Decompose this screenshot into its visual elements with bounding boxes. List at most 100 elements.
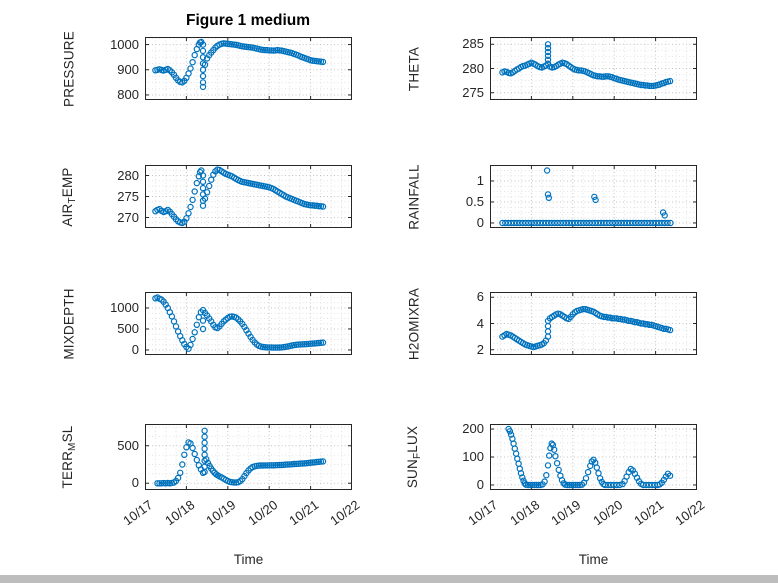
data-point (203, 456, 210, 463)
data-point (307, 202, 314, 209)
data-point (177, 469, 184, 477)
data-point (519, 219, 526, 227)
y-tick-label: 0 (476, 476, 484, 492)
data-point (664, 219, 671, 227)
data-point (583, 219, 590, 227)
data-point (301, 460, 308, 467)
ylabel-h2omixra: H2OMIXRA (407, 287, 422, 359)
data-point (568, 481, 575, 489)
data-point (524, 481, 532, 489)
data-point (189, 196, 196, 204)
axes-frame (145, 37, 352, 100)
y-tick-label: 800 (117, 86, 139, 102)
ylabel-rainfall: RAINFALL (407, 164, 422, 229)
data-point (544, 52, 552, 60)
data-point (544, 322, 552, 330)
data-point (525, 219, 532, 227)
data-point (311, 202, 318, 209)
data-point (201, 61, 209, 68)
data-point (602, 73, 610, 80)
data-point (268, 344, 275, 351)
y-tick-label: 0 (131, 341, 139, 357)
data-point (591, 219, 599, 227)
data-point (596, 475, 604, 482)
data-point (521, 480, 529, 487)
data-point (193, 321, 201, 328)
data-point (666, 472, 674, 479)
data-point (230, 479, 238, 486)
data-point (201, 468, 208, 476)
data-point (543, 472, 550, 479)
data-point (191, 51, 198, 59)
data-point (632, 219, 639, 227)
x-tick-label: 10/19 (548, 497, 584, 529)
data-point (566, 481, 573, 489)
data-point (572, 481, 579, 489)
data-point (265, 344, 273, 351)
data-point (541, 478, 548, 485)
data-point (544, 48, 552, 56)
data-point (544, 41, 552, 48)
data-point (315, 203, 323, 210)
data-point (199, 66, 207, 73)
data-point (522, 219, 529, 227)
data-point (276, 344, 283, 351)
x-tick-label: 10/18 (162, 497, 198, 529)
axes-frame (490, 165, 697, 228)
data-point (199, 72, 207, 80)
data-point (554, 219, 561, 227)
data-point (568, 219, 576, 227)
data-point (274, 461, 281, 469)
plot-area-mixdepth (145, 292, 352, 355)
data-point (548, 219, 555, 227)
data-point (593, 464, 601, 471)
data-point (539, 219, 547, 227)
data-point (666, 77, 674, 85)
figure-title: Figure 1 medium (185, 12, 311, 29)
data-point (268, 462, 275, 469)
data-point (604, 481, 612, 489)
data-point (582, 475, 590, 482)
data-point (510, 219, 518, 227)
data-point (201, 427, 208, 435)
ylabel-text: F (412, 452, 423, 460)
y-tick-label: 6 (476, 289, 484, 305)
data-point (625, 317, 632, 325)
data-point (193, 179, 201, 187)
data-point (272, 344, 279, 351)
y-tick-label: 280 (117, 167, 139, 183)
y-tick-label: 500 (117, 320, 139, 336)
data-point (516, 219, 523, 227)
data-point (191, 188, 198, 195)
data-point (598, 73, 606, 80)
data-point (193, 456, 201, 464)
data-point (591, 193, 598, 201)
data-point (265, 462, 273, 469)
data-point (544, 191, 552, 198)
plot-area-theta (490, 37, 697, 100)
data-point (514, 455, 521, 462)
data-point (199, 41, 207, 48)
data-point (517, 470, 525, 477)
data-point (660, 325, 668, 333)
data-point (319, 58, 327, 66)
data-point (507, 431, 515, 438)
data-point (562, 219, 570, 227)
data-point (265, 47, 273, 54)
data-point (319, 203, 327, 210)
data-point (577, 219, 584, 227)
ylabel-air-temp: AIRTEMP (60, 167, 78, 226)
data-point (544, 56, 552, 63)
ylabel-text: PRESSURE (61, 30, 77, 107)
data-point (290, 460, 298, 468)
data-point (292, 460, 300, 468)
data-point (257, 462, 265, 469)
data-point (319, 339, 327, 346)
data-point (637, 81, 645, 89)
data-point (172, 323, 180, 330)
data-point (274, 344, 281, 351)
data-point (608, 315, 616, 322)
data-point (201, 433, 208, 441)
ylabel-text: LUX (405, 425, 420, 453)
axes-frame (145, 292, 352, 355)
